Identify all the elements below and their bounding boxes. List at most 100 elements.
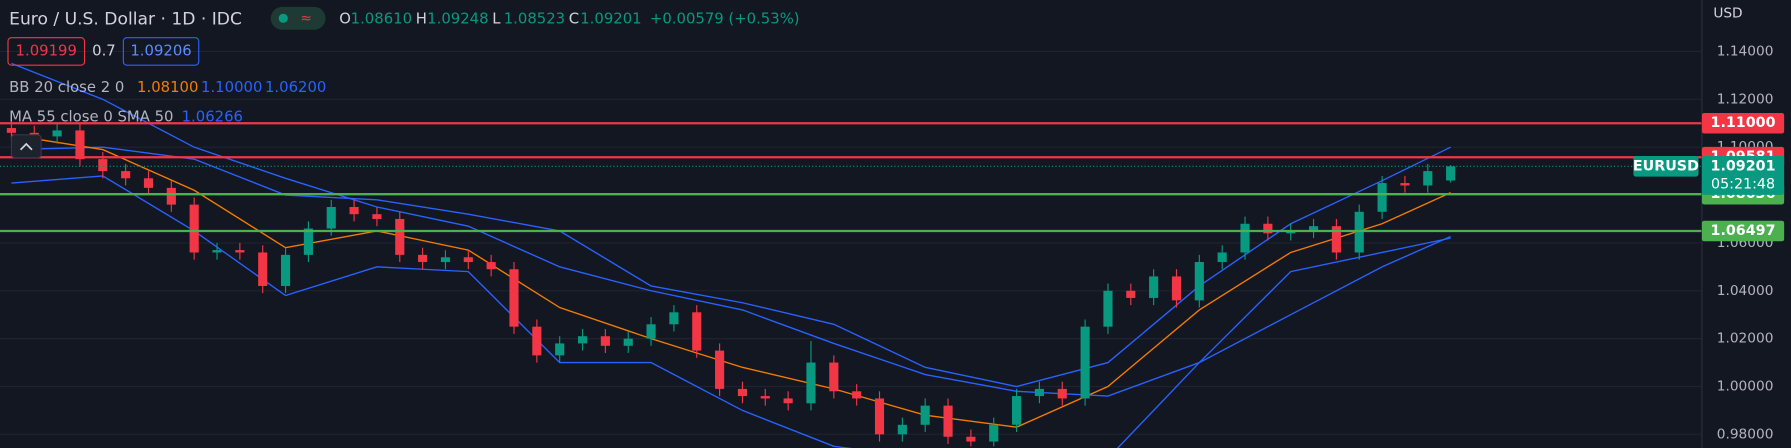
candle-body — [1012, 396, 1022, 425]
candle-body — [258, 252, 268, 286]
indicator-line — [11, 62, 1451, 397]
ohlc-value: 1.08523 — [504, 9, 565, 27]
candle-body — [1103, 290, 1113, 327]
indicator-name: BB 20 close 2 0 — [9, 78, 124, 96]
collapse-button[interactable] — [10, 134, 42, 159]
toggle-icon: ≈ — [300, 10, 311, 26]
candle-body — [303, 228, 313, 255]
candle-body — [989, 424, 999, 442]
last-price-label: 1.09201 — [1711, 158, 1776, 174]
candle-body — [212, 250, 222, 253]
spread: 0.7 — [92, 41, 116, 59]
candle-body — [98, 159, 108, 172]
ohlc-value: 1.09201 — [580, 9, 641, 27]
candle-body — [349, 207, 359, 215]
candle-body — [143, 178, 154, 188]
level-label: 1.06497 — [1711, 223, 1776, 239]
symbol-label: EURUSD — [1633, 158, 1699, 174]
candle-body — [1240, 223, 1250, 253]
candle-body — [1126, 290, 1136, 298]
candle-body — [189, 204, 199, 253]
candle-body — [1194, 262, 1204, 301]
candle-body — [121, 171, 131, 179]
candle-body — [1400, 183, 1410, 186]
ohlc-value: 1.08610 — [351, 9, 412, 27]
y-tick-label: 1.02000 — [1717, 331, 1774, 347]
candle-body — [715, 350, 725, 389]
candle-body — [1149, 276, 1159, 298]
currency[interactable]: USD — [1713, 6, 1742, 22]
toggle-dot — [278, 13, 288, 23]
level-tag — [1701, 220, 1785, 242]
candle-body — [532, 326, 542, 356]
buy-price: 1.09206 — [130, 41, 191, 59]
ohlc-key: O — [339, 9, 351, 27]
candle-body — [829, 362, 839, 392]
price-tag — [1701, 156, 1785, 195]
countdown: 05:21:48 — [1711, 177, 1775, 193]
y-tick-label: 1.12000 — [1717, 91, 1774, 107]
symbol-title: Euro / U.S. Dollar · 1D · IDC — [9, 9, 242, 29]
level-label: 1.11000 — [1711, 115, 1776, 131]
change: +0.00579 (+0.53%) — [650, 9, 800, 27]
candle-body — [1080, 326, 1090, 399]
candle-body — [760, 396, 770, 399]
y-tick-label: 1.00000 — [1717, 378, 1774, 394]
indicator-value: 1.06266 — [182, 108, 243, 126]
candle-body — [326, 207, 336, 229]
indicator-value: 1.08100 — [137, 78, 198, 96]
candle-body — [1446, 166, 1456, 181]
candle-body — [852, 391, 862, 399]
candle-body — [692, 312, 702, 351]
candle-body — [280, 254, 291, 286]
sell-price: 1.09199 — [16, 41, 77, 59]
candle-body — [1171, 276, 1182, 301]
y-tick-label: 0.98000 — [1717, 426, 1774, 442]
candle-body — [623, 338, 633, 346]
indicator-name: MA 55 close 0 SMA 50 — [9, 108, 173, 126]
candle-body — [509, 269, 519, 327]
y-tick-label: 1.14000 — [1717, 43, 1774, 59]
candle-body — [1377, 183, 1387, 212]
candle-body — [943, 405, 953, 437]
candle-body — [486, 262, 496, 270]
candle-body — [1034, 388, 1044, 397]
indicator-value: 1.10000 — [201, 78, 262, 96]
ohlc-key: L — [492, 9, 501, 27]
candle-body — [897, 424, 907, 435]
candle-body — [395, 218, 405, 255]
candle-body — [166, 187, 176, 205]
indicator-line — [11, 146, 1451, 388]
candle-body — [1331, 226, 1341, 253]
ohlc-value: 1.09248 — [427, 9, 488, 27]
toggle[interactable] — [270, 6, 326, 30]
candle-body — [783, 398, 793, 404]
candle-body — [52, 130, 62, 137]
candle-body — [966, 436, 976, 442]
candle-body — [920, 405, 930, 425]
candle-body — [372, 214, 382, 219]
candle-body — [6, 128, 16, 133]
collapse-icon — [19, 142, 33, 151]
ohlc-key: C — [569, 9, 579, 27]
candle-body — [1263, 223, 1273, 234]
y-tick-label: 1.04000 — [1717, 283, 1774, 299]
sell-button[interactable] — [7, 37, 86, 66]
overlay: Euro / U.S. Dollar · 1D · IDC ≈ 1.09199 … — [7, 6, 1785, 242]
candle-body — [646, 324, 656, 339]
candle-body — [235, 250, 245, 253]
candle-body — [1217, 252, 1227, 263]
indicator-line — [11, 175, 1451, 448]
level-tag — [1701, 112, 1785, 134]
buy-button[interactable] — [122, 37, 200, 66]
candle-body — [806, 362, 816, 404]
candle-body — [1308, 226, 1319, 231]
indicator-line — [11, 134, 1451, 428]
candle-body — [1423, 171, 1433, 186]
candle-body — [555, 343, 565, 356]
candle-body — [600, 336, 610, 346]
indicator-value: 1.06200 — [265, 78, 326, 96]
